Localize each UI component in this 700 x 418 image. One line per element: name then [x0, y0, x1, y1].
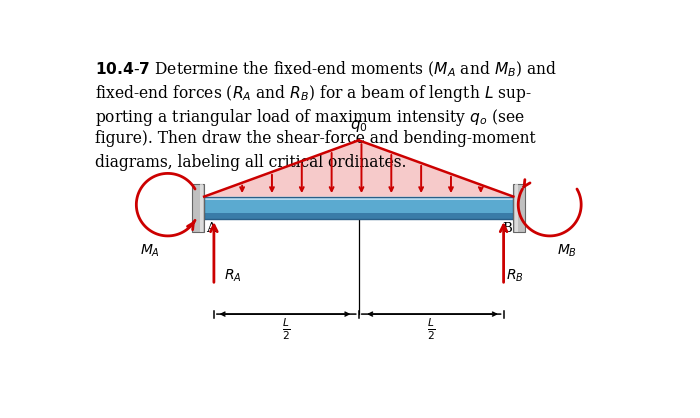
- Text: A: A: [206, 222, 216, 235]
- Text: B: B: [503, 222, 512, 235]
- Text: $\mathbf{10.4\text{-}7}$ Determine the fixed-end moments ($M_A$ and $M_B$) and: $\mathbf{10.4\text{-}7}$ Determine the f…: [95, 60, 557, 79]
- Polygon shape: [193, 184, 204, 232]
- Polygon shape: [204, 213, 513, 219]
- Polygon shape: [200, 184, 203, 232]
- Text: $\frac{L}{2}$: $\frac{L}{2}$: [282, 317, 290, 342]
- Polygon shape: [204, 201, 513, 213]
- Text: $\frac{L}{2}$: $\frac{L}{2}$: [427, 317, 435, 342]
- Polygon shape: [204, 140, 513, 196]
- Text: $R_B$: $R_B$: [506, 267, 524, 284]
- Text: diagrams, labeling all critical ordinates.: diagrams, labeling all critical ordinate…: [95, 154, 407, 171]
- Text: $M_A$: $M_A$: [141, 242, 160, 259]
- Text: $M_B$: $M_B$: [557, 242, 577, 259]
- Text: fixed-end forces ($R_A$ and $R_B$) for a beam of length $L$ sup-: fixed-end forces ($R_A$ and $R_B$) for a…: [95, 83, 532, 104]
- Polygon shape: [513, 184, 525, 232]
- Text: $R_A$: $R_A$: [224, 267, 241, 284]
- Text: porting a triangular load of maximum intensity $q_o$ (see: porting a triangular load of maximum int…: [95, 107, 525, 128]
- Text: $q_0$: $q_0$: [350, 118, 368, 135]
- Polygon shape: [514, 184, 517, 232]
- Text: figure). Then draw the shear-force and bending-moment: figure). Then draw the shear-force and b…: [95, 130, 536, 147]
- Polygon shape: [204, 196, 513, 201]
